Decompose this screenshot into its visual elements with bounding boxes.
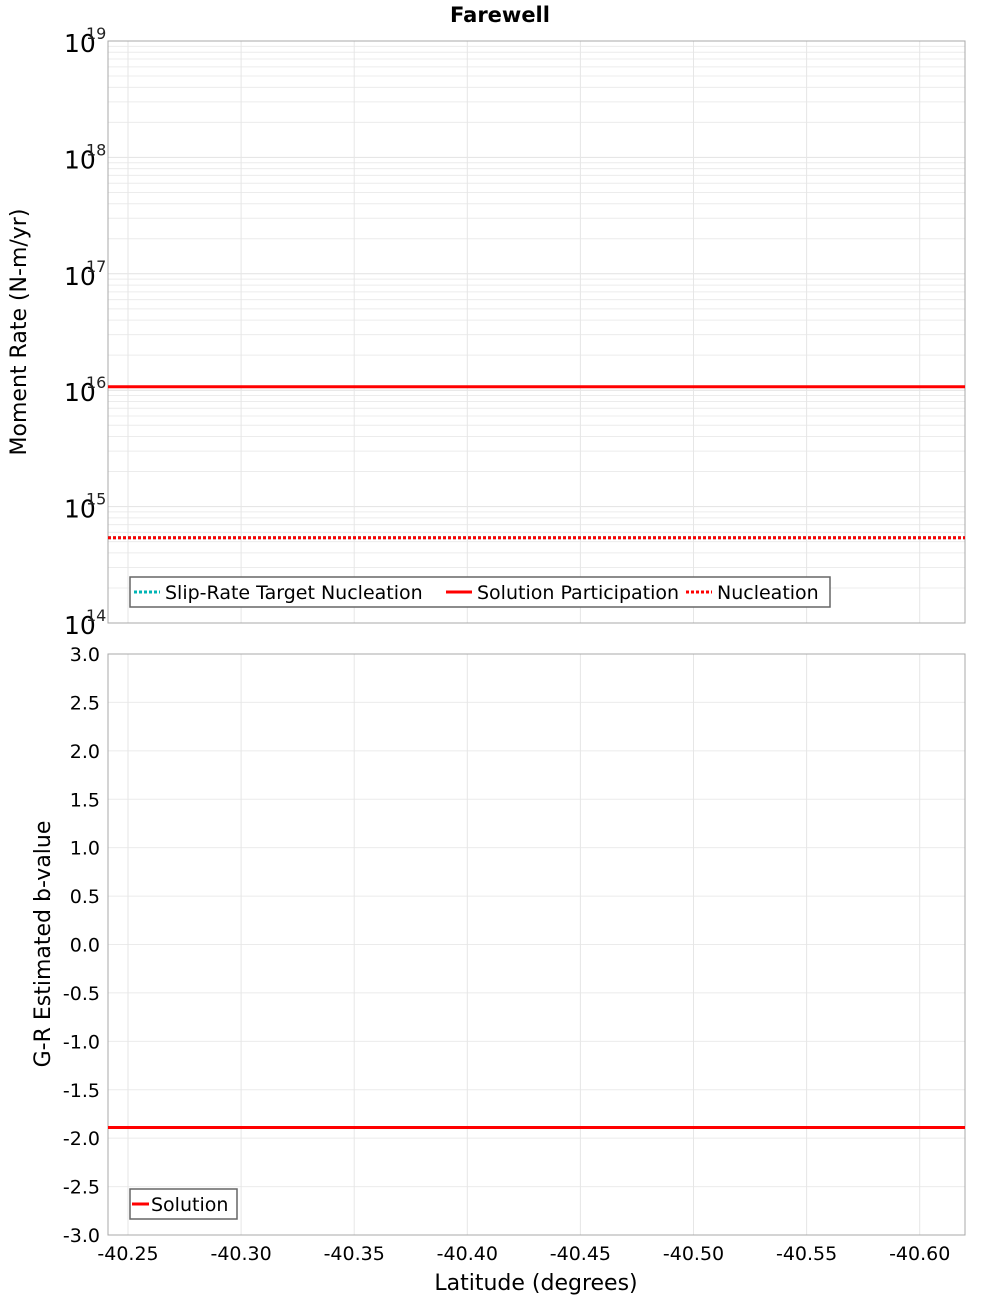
x-tick-label: -40.40: [437, 1243, 498, 1265]
y-tick-exponent: 16: [86, 373, 106, 392]
x-tick-label: -40.50: [663, 1243, 724, 1265]
x-tick-label: -40.45: [550, 1243, 611, 1265]
legend: Slip-Rate Target Nucleation Solution Part…: [129, 576, 831, 608]
y-tick-exponent: 19: [86, 24, 106, 43]
x-tick-label: -40.25: [97, 1243, 158, 1265]
y-tick-label: -3.0: [63, 1225, 100, 1247]
x-axis-label: Latitude (degrees): [434, 1271, 637, 1296]
b-value-plot: 3.0 2.5 2.0 1.5 1.0 0.5 0.0 -0.5 -1.0 -1.5 -2.0 -2.…: [31, 644, 966, 1296]
y-axis-label: G-R Estimated b-value: [31, 821, 56, 1068]
y-tick-label: 10: [64, 145, 96, 174]
y-tick-label: 10: [64, 611, 96, 640]
x-tick-label: -40.30: [210, 1243, 271, 1265]
y-tick-label: 10: [64, 29, 96, 58]
y-tick-label: 10: [64, 262, 96, 291]
y-tick-label: 10: [64, 495, 96, 524]
y-tick-label: -1.0: [63, 1031, 100, 1053]
y-tick-label: 1.0: [70, 838, 100, 860]
chart-title: Farewell: [450, 3, 550, 27]
y-tick-exponent: 15: [86, 490, 106, 509]
y-axis-label: Moment Rate (N-m/yr): [7, 209, 32, 456]
legend-label: Nucleation: [717, 582, 819, 604]
x-tick-label: -40.55: [776, 1243, 837, 1265]
x-tick-label: -40.60: [889, 1243, 950, 1265]
y-tick-label: 1.5: [70, 789, 100, 811]
y-tick-label: 10: [64, 378, 96, 407]
x-tick-label: -40.35: [324, 1243, 385, 1265]
y-tick-label: 0.5: [70, 886, 100, 908]
y-tick-exponent: 18: [86, 140, 106, 159]
y-tick-label: 0.0: [70, 935, 100, 957]
y-tick-exponent: 17: [86, 257, 106, 276]
y-tick-label: -1.5: [63, 1080, 100, 1102]
y-tick-label: -0.5: [63, 983, 100, 1005]
legend-label: Slip-Rate Target Nucleation: [165, 582, 423, 604]
plot-frame: [107, 653, 966, 1236]
y-tick-exponent: 14: [86, 606, 106, 625]
y-tick-label: 2.5: [70, 692, 100, 714]
legend-label: Solution: [151, 1194, 228, 1216]
y-tick-label: -2.0: [63, 1128, 100, 1150]
y-tick-label: 2.0: [70, 741, 100, 763]
y-tick-label: 3.0: [70, 644, 100, 666]
legend-label: Solution Participation: [477, 582, 679, 604]
plot-frame: [107, 40, 966, 624]
legend: Solution: [129, 1188, 238, 1220]
y-tick-label: -2.5: [63, 1177, 100, 1199]
